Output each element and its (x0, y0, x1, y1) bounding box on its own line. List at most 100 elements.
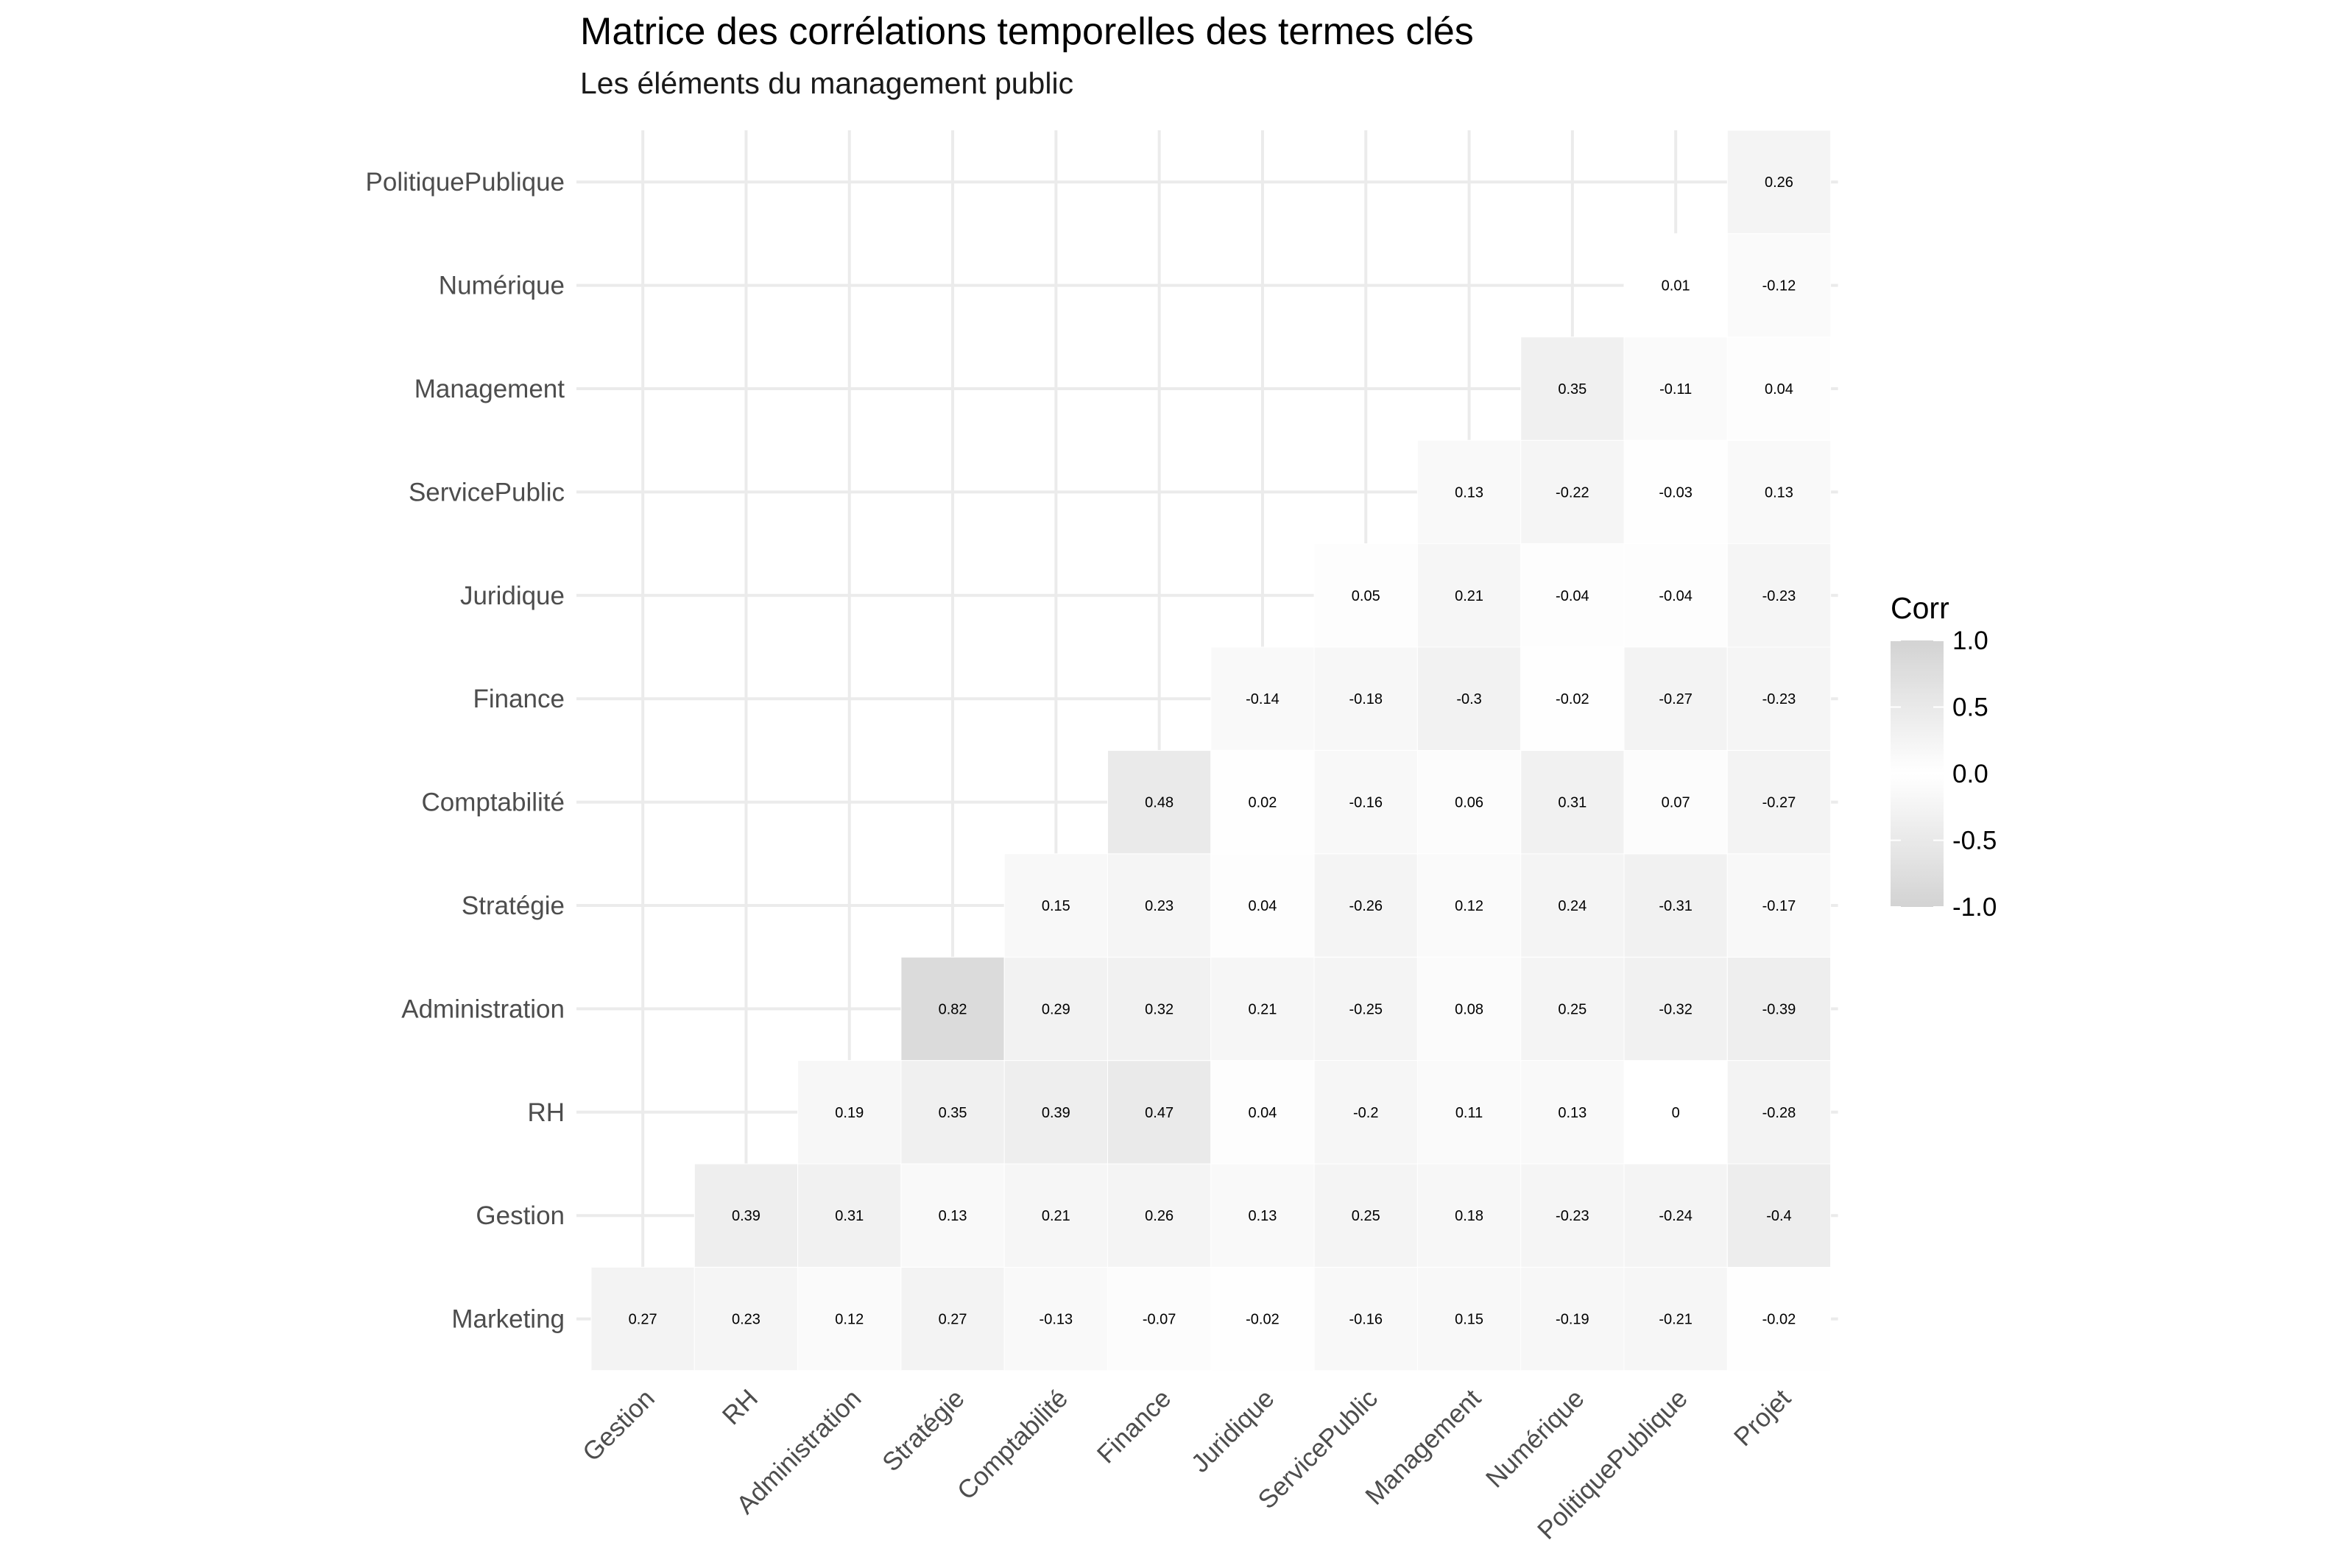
cell-value-label: -0.22 (1556, 484, 1589, 501)
y-tick-label: Marketing (451, 1305, 565, 1334)
cell-value-label: -0.23 (1762, 691, 1796, 707)
y-tick-label: PolitiquePublique (366, 168, 565, 197)
cell-value-label: -0.02 (1762, 1312, 1796, 1328)
heatmap-cell (1623, 336, 1728, 441)
y-tick-label: Management (414, 375, 565, 403)
cell-value-label: 0.23 (1145, 898, 1174, 914)
heatmap-cell (1003, 1060, 1108, 1165)
cell-value-label: -0.11 (1659, 381, 1692, 398)
cell-value-label: 0.35 (939, 1105, 967, 1121)
cell-value-label: -0.23 (1556, 1208, 1589, 1224)
heatmap-cell (1520, 336, 1625, 441)
legend-title: Corr (1891, 591, 1949, 625)
heatmap-cell (1726, 1060, 1832, 1165)
cell-value-label: 0.39 (1042, 1105, 1070, 1121)
cell-value-label: -0.13 (1040, 1312, 1073, 1328)
heatmap-cell (1003, 956, 1108, 1062)
cell-value-label: 0.18 (1455, 1208, 1483, 1224)
cell-value-label: 0.27 (939, 1312, 967, 1328)
cell-value-label: 0.12 (1455, 898, 1483, 914)
heatmap-cell (1623, 1060, 1728, 1165)
heatmap-cell (797, 1060, 902, 1165)
heatmap-cell (1313, 853, 1418, 958)
cell-value-label: 0.24 (1558, 898, 1587, 914)
x-tick-label: Stratégie (877, 1384, 970, 1477)
heatmap-cell (1726, 956, 1832, 1062)
cell-value-label: 0.32 (1145, 1001, 1174, 1017)
heatmap-cell (1416, 646, 1522, 751)
legend-tick-label: -0.5 (1952, 827, 1997, 855)
cell-value-label: 0.23 (732, 1312, 760, 1328)
heatmap-cell (1210, 1266, 1315, 1371)
cell-value-label: 0 (1672, 1105, 1680, 1121)
heatmap-cells (590, 130, 1832, 1371)
x-tick-label: RH (717, 1384, 763, 1430)
heatmap-cell (1726, 1266, 1832, 1371)
heatmap-cell (797, 1266, 902, 1371)
y-tick-label: Administration (401, 995, 565, 1023)
heatmap-cell (1313, 956, 1418, 1062)
heatmap-cell (1416, 1163, 1522, 1268)
heatmap-cell (1107, 1163, 1212, 1268)
heatmap-cell (1623, 1163, 1728, 1268)
x-tick-label: Gestion (577, 1384, 660, 1467)
cell-value-label: 0.21 (1455, 588, 1483, 604)
x-tick-label: Numérique (1480, 1384, 1590, 1494)
cell-value-label: 0.25 (1352, 1208, 1380, 1224)
cell-value-label: 0.13 (1558, 1105, 1587, 1121)
color-legend: Corr 1.0 0.5 0.0 -0.5 -1.0 (1891, 591, 1997, 922)
cell-value-label: -0.16 (1349, 795, 1383, 811)
chart-title: Matrice des corrélations temporelles des… (580, 10, 1474, 53)
cell-value-label: 0.31 (835, 1208, 864, 1224)
cell-value-label: -0.3 (1456, 691, 1481, 707)
heatmap-cell (1623, 749, 1728, 855)
cell-value-label: -0.24 (1659, 1208, 1693, 1224)
cell-value-label: -0.04 (1556, 588, 1589, 604)
cell-value-label: -0.23 (1762, 588, 1796, 604)
heatmap-cell (1003, 853, 1108, 958)
heatmap-cell (590, 1266, 695, 1371)
cell-value-label: 0.11 (1455, 1105, 1483, 1121)
cell-value-label: 0.26 (1145, 1208, 1174, 1224)
y-tick-label: Numérique (439, 272, 565, 300)
heatmap-cell (1520, 1266, 1625, 1371)
heatmap-cell (1520, 439, 1625, 545)
heatmap-cell (900, 1266, 1005, 1371)
cell-value-label: 0.15 (1042, 898, 1070, 914)
cell-value-label: 0.39 (732, 1208, 760, 1224)
heatmap-cell (1210, 646, 1315, 751)
cell-value-label: 0.08 (1455, 1001, 1483, 1017)
cell-value-label: 0.13 (1455, 484, 1483, 501)
cell-value-label: -0.27 (1762, 795, 1796, 811)
legend-tick-label: 0.0 (1952, 760, 1988, 788)
cell-value-label: 0.21 (1042, 1208, 1070, 1224)
legend-tick-label: 1.0 (1952, 626, 1988, 655)
heatmap-cell (1623, 439, 1728, 545)
heatmap-cell (1520, 1163, 1625, 1268)
heatmap-cell (1623, 543, 1728, 648)
heatmap-cell (1107, 1266, 1212, 1371)
heatmap-cell (1313, 1163, 1418, 1268)
heatmap-cell (1520, 543, 1625, 648)
cell-value-label: -0.02 (1556, 691, 1589, 707)
cell-value-label: 0.13 (1765, 484, 1793, 501)
heatmap-cell (1210, 749, 1315, 855)
cell-value-label: 0.35 (1558, 381, 1587, 398)
y-tick-label: RH (527, 1098, 565, 1127)
heatmap-cell (900, 1163, 1005, 1268)
heatmap-cell (1520, 1060, 1625, 1165)
heatmap-cell (1416, 1060, 1522, 1165)
cell-value-label: -0.28 (1762, 1105, 1796, 1121)
heatmap-cell (1623, 646, 1728, 751)
heatmap-cell (1107, 956, 1212, 1062)
cell-value-label: -0.03 (1659, 484, 1693, 501)
cell-value-label: -0.16 (1349, 1312, 1383, 1328)
heatmap-cell (1313, 543, 1418, 648)
cell-value-label: 0.04 (1248, 1105, 1277, 1121)
cell-value-label: -0.12 (1762, 278, 1796, 294)
heatmap-cell (1416, 956, 1522, 1062)
x-tick-label: Comptabilité (952, 1384, 1073, 1505)
cell-value-label: 0.07 (1662, 795, 1690, 811)
heatmap-cell (693, 1266, 799, 1371)
